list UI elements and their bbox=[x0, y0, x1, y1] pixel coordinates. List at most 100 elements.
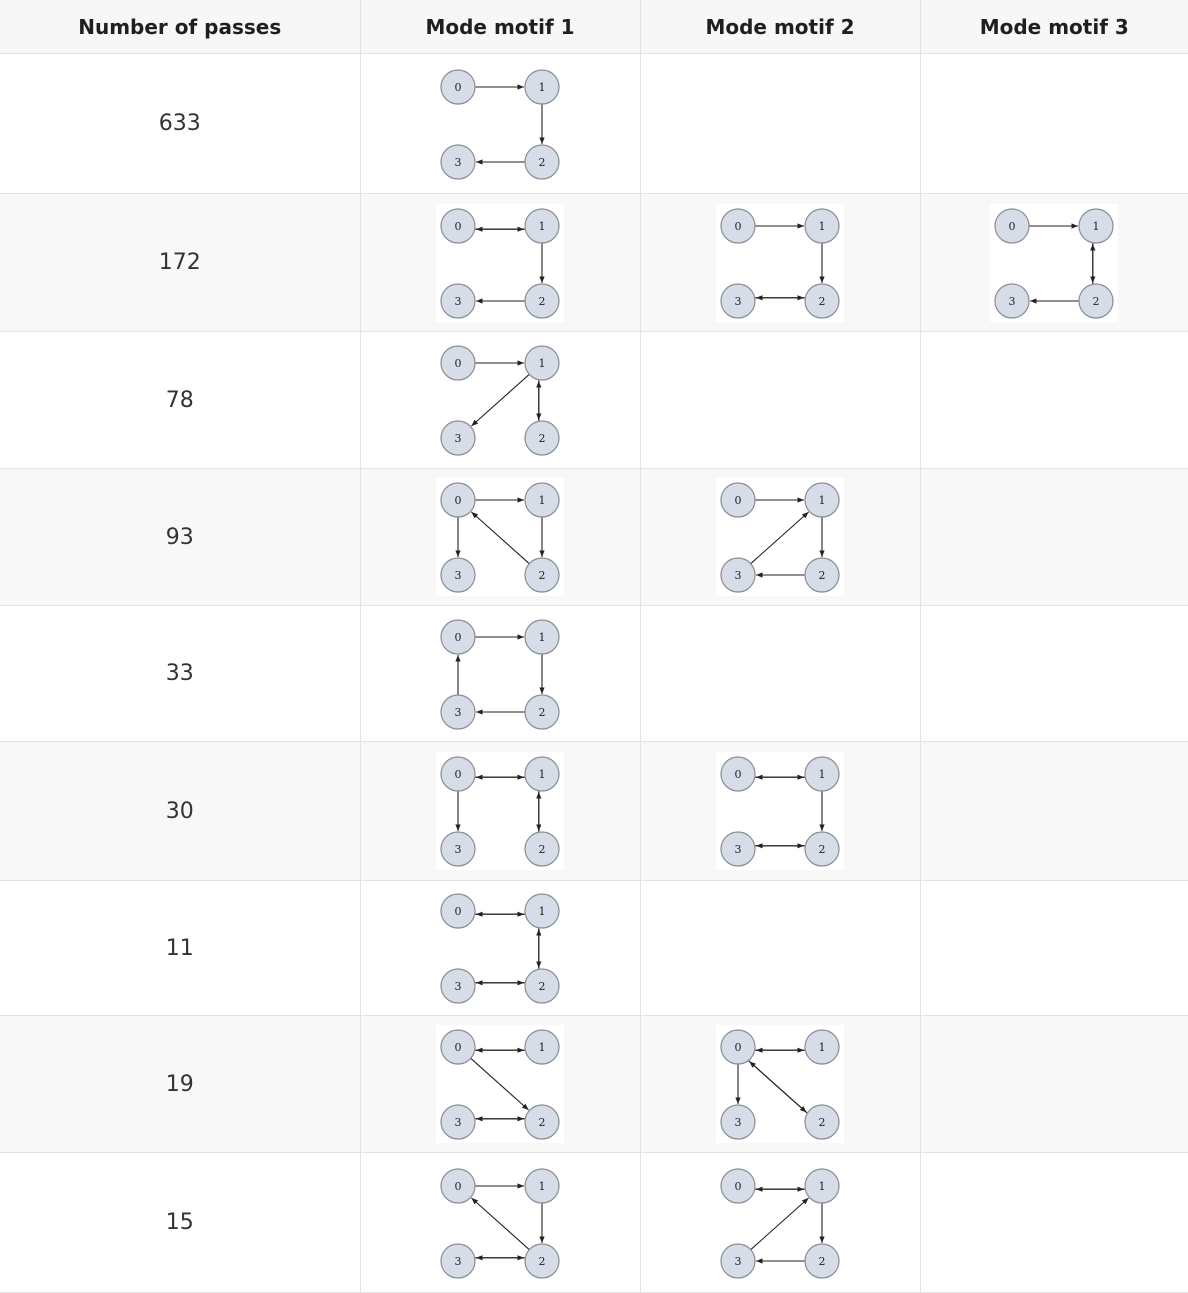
motif-node-label: 1 bbox=[539, 905, 546, 918]
motif-node-2: 2 bbox=[524, 143, 560, 180]
table-row: 172 0 1 2 3 0 1 2 3 0 1 2 3 bbox=[0, 193, 1188, 332]
motif-node-3: 3 bbox=[994, 282, 1030, 319]
motif-node-label: 1 bbox=[539, 1041, 546, 1054]
motif-graph-icon: 0 1 2 3 bbox=[716, 1025, 844, 1143]
header-mode-motif-1: Mode motif 1 bbox=[359, 0, 641, 54]
motif-node-1: 1 bbox=[524, 756, 560, 792]
mode-motif-3-cell bbox=[919, 880, 1188, 1016]
motif-node-0: 0 bbox=[720, 1167, 756, 1204]
motif-node-label: 1 bbox=[819, 494, 826, 507]
mode-motif-2-cell: 0 1 2 3 bbox=[639, 1015, 921, 1153]
motif-node-2: 2 bbox=[524, 282, 560, 319]
motif-node-label: 0 bbox=[735, 768, 742, 781]
number-of-passes-cell: 93 bbox=[0, 468, 361, 606]
motif-node-1: 1 bbox=[524, 68, 560, 105]
motif-node-label: 0 bbox=[455, 905, 462, 918]
motif-node-0: 0 bbox=[440, 345, 476, 381]
motif-node-1: 1 bbox=[524, 207, 560, 244]
motif-node-0: 0 bbox=[440, 893, 476, 929]
motif-node-label: 2 bbox=[819, 843, 826, 856]
motif-edge-3-1 bbox=[750, 511, 809, 565]
motif-graph-icon: 0 1 2 3 bbox=[716, 203, 844, 322]
motif-node-3: 3 bbox=[440, 1104, 476, 1140]
motif-node-label: 1 bbox=[539, 1180, 546, 1193]
motif-node-1: 1 bbox=[804, 482, 840, 518]
motif-node-label: 0 bbox=[455, 1041, 462, 1054]
motif-node-3: 3 bbox=[440, 143, 476, 180]
motif-node-label: 0 bbox=[1009, 220, 1016, 233]
motif-node-label: 1 bbox=[539, 494, 546, 507]
mode-motif-1-cell: 0 1 2 3 bbox=[359, 605, 641, 742]
motif-edge-2-0 bbox=[748, 1060, 808, 1114]
header-number-of-passes: Number of passes bbox=[0, 0, 361, 54]
motif-node-label: 0 bbox=[455, 631, 462, 644]
motif-node-label: 2 bbox=[539, 156, 546, 169]
motif-node-label: 3 bbox=[735, 1116, 742, 1129]
mode-motif-1-cell: 0 1 2 3 bbox=[359, 1152, 641, 1293]
number-of-passes-cell: 172 bbox=[0, 193, 361, 332]
motif-node-label: 2 bbox=[539, 1116, 546, 1129]
table-row: 633 0 1 2 3 bbox=[0, 53, 1188, 194]
motif-node-label: 0 bbox=[455, 220, 462, 233]
motif-node-2: 2 bbox=[524, 1104, 560, 1140]
motif-node-label: 0 bbox=[735, 494, 742, 507]
motif-node-3: 3 bbox=[440, 282, 476, 319]
motif-graph-icon: 0 1 2 3 bbox=[436, 64, 564, 183]
motif-node-2: 2 bbox=[524, 557, 560, 593]
mode-motif-3-cell bbox=[919, 331, 1188, 469]
motif-node-label: 2 bbox=[539, 706, 546, 719]
motif-node-label: 0 bbox=[455, 494, 462, 507]
motif-node-3: 3 bbox=[720, 1104, 756, 1140]
motif-node-2: 2 bbox=[524, 420, 560, 456]
motif-node-0: 0 bbox=[440, 68, 476, 105]
motif-node-2: 2 bbox=[1078, 282, 1114, 319]
motif-node-label: 3 bbox=[1009, 295, 1016, 308]
table-row: 78 0 1 2 3 bbox=[0, 331, 1188, 469]
motif-graph-icon: 0 1 2 3 bbox=[716, 1163, 844, 1282]
mode-motif-1-cell: 0 1 2 3 bbox=[359, 741, 641, 881]
table-row: 11 0 1 2 3 bbox=[0, 880, 1188, 1016]
motif-node-label: 1 bbox=[819, 768, 826, 781]
motif-node-label: 0 bbox=[455, 768, 462, 781]
mode-motif-2-cell bbox=[639, 331, 921, 469]
motif-node-2: 2 bbox=[524, 968, 560, 1004]
number-of-passes-cell: 30 bbox=[0, 741, 361, 881]
motif-node-label: 3 bbox=[455, 843, 462, 856]
motif-node-label: 2 bbox=[1093, 295, 1100, 308]
motif-graph-icon: 0 1 2 3 bbox=[716, 478, 844, 596]
motif-node-0: 0 bbox=[440, 207, 476, 244]
mode-motif-2-cell: 0 1 2 3 bbox=[639, 468, 921, 606]
motif-node-label: 3 bbox=[455, 569, 462, 582]
motif-node-label: 2 bbox=[539, 843, 546, 856]
motif-edge-1-3 bbox=[471, 373, 530, 427]
motif-node-label: 2 bbox=[539, 295, 546, 308]
number-of-passes-cell: 19 bbox=[0, 1015, 361, 1153]
table-row: 19 0 1 2 3 0 1 2 3 bbox=[0, 1015, 1188, 1153]
motif-node-0: 0 bbox=[720, 1029, 756, 1065]
motif-node-1: 1 bbox=[804, 1167, 840, 1204]
motif-node-label: 0 bbox=[735, 1180, 742, 1193]
motif-node-1: 1 bbox=[524, 482, 560, 518]
mode-motif-3-cell bbox=[919, 468, 1188, 606]
motif-node-3: 3 bbox=[440, 557, 476, 593]
motif-graph-icon: 0 1 2 3 bbox=[716, 752, 844, 870]
motif-node-label: 3 bbox=[455, 156, 462, 169]
motif-node-label: 3 bbox=[735, 295, 742, 308]
motif-node-label: 1 bbox=[819, 220, 826, 233]
mode-motif-2-cell bbox=[639, 880, 921, 1016]
mode-motif-1-cell: 0 1 2 3 bbox=[359, 880, 641, 1016]
mode-motif-2-cell bbox=[639, 605, 921, 742]
motif-node-0: 0 bbox=[440, 1167, 476, 1204]
header-row: Number of passes Mode motif 1 Mode motif… bbox=[0, 0, 1188, 54]
motif-node-3: 3 bbox=[720, 1242, 756, 1279]
header-mode-motif-3: Mode motif 3 bbox=[919, 0, 1188, 54]
motif-node-label: 1 bbox=[539, 220, 546, 233]
motif-node-0: 0 bbox=[440, 756, 476, 792]
mode-motif-3-cell bbox=[919, 1015, 1188, 1153]
motif-node-label: 2 bbox=[819, 1255, 826, 1268]
motif-node-label: 1 bbox=[819, 1041, 826, 1054]
number-of-passes-cell: 11 bbox=[0, 880, 361, 1016]
motif-node-1: 1 bbox=[524, 1167, 560, 1204]
motif-node-label: 3 bbox=[455, 295, 462, 308]
table-row: 33 0 1 2 3 bbox=[0, 605, 1188, 742]
